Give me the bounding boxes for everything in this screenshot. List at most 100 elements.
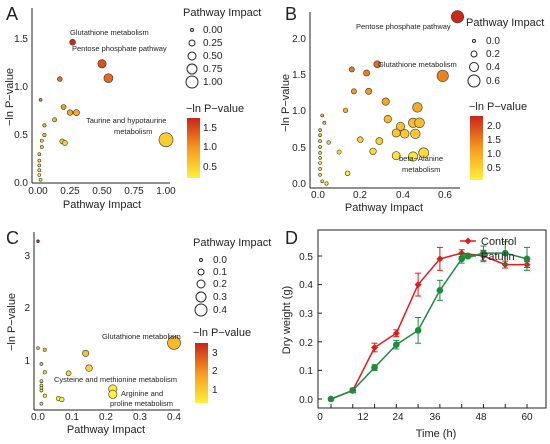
data-point: [344, 170, 351, 177]
x-ticks-b: 0.0 0.2 0.4 0.6: [311, 190, 452, 201]
size-legend-b: Pathway Impact 0.0 0.2 0.4 0.6: [466, 17, 544, 88]
x-tick-label: 0.50: [92, 186, 112, 197]
size-legend-label: 0.2: [213, 279, 227, 290]
data-point: [318, 167, 322, 171]
plot-area-a: 0.0 0.5 1.0 1.5 0.00 0.25 0.50 0.75 1.00…: [4, 8, 176, 211]
data-point: [167, 336, 181, 350]
colorbar-tick-label: 2.0: [487, 121, 501, 132]
y-tick-label: 0.5: [299, 252, 313, 263]
legend-circle: [467, 74, 481, 88]
legend-circle: [196, 279, 206, 289]
size-legend-label: 0.3: [213, 292, 227, 303]
size-legend-label: 0.0: [486, 36, 500, 47]
size-legend-title: Pathway Impact: [193, 237, 271, 249]
data-point: [501, 249, 509, 257]
data-point: [65, 370, 72, 377]
x-tick-label: 0.2: [99, 412, 113, 423]
x-tick-label: 0.25: [60, 186, 80, 197]
color-legend-title: −ln P−value: [186, 103, 244, 115]
data-point: [39, 145, 44, 149]
data-point: [523, 255, 531, 263]
size-legend-label: 0.2: [486, 49, 500, 60]
data-point: [39, 362, 44, 366]
x-axis-label: Time (h): [416, 428, 457, 440]
annotation: Arginine and: [121, 389, 163, 398]
data-point: [39, 388, 44, 393]
size-legend-label: 0.4: [213, 305, 227, 316]
data-point: [342, 107, 349, 113]
data-point: [38, 98, 43, 102]
data-point: [336, 149, 342, 155]
x-tick-label: 48: [475, 412, 487, 423]
data-point: [436, 287, 444, 294]
data-point: [480, 249, 487, 257]
legend-circle: [188, 39, 196, 47]
panel-d: D 0.0 0.1 0.2 0.3 0.4 0.5 0 12 24 36 48 …: [281, 228, 547, 440]
y-tick-label: 1.0: [14, 82, 28, 93]
data-point: [39, 401, 44, 406]
data-point: [59, 396, 65, 403]
legend-circle: [199, 258, 203, 262]
data-point: [39, 138, 44, 143]
panel-letter-a: A: [6, 4, 18, 24]
data-point: [371, 344, 379, 352]
y-tick-label: 0.5: [292, 143, 306, 154]
data-point: [52, 117, 57, 123]
panel-c: C 1 2 3 0.0 0.1 0.2 0.3 0.4 Pathway Impa…: [6, 228, 271, 436]
data-point: [60, 104, 67, 110]
data-point: [318, 128, 322, 132]
annotation: Pentose phosphate pathway: [72, 44, 167, 53]
colorbar-tick-label: 1.5: [487, 135, 501, 146]
data-point: [97, 59, 107, 69]
y-tick-label: 2: [24, 303, 30, 314]
data-point: [391, 128, 401, 138]
legend-circle: [197, 268, 205, 276]
data-point: [395, 121, 405, 131]
y-tick-label: 0.4: [299, 280, 313, 291]
data-point: [39, 379, 44, 384]
x-tick-label: 0.0: [311, 190, 325, 201]
y-tick-label: 3: [24, 251, 30, 262]
scatter-points-a: [37, 38, 174, 182]
size-legend-c: Pathway Impact 0.0 0.1 0.2 0.3 0.4: [193, 237, 271, 317]
color-legend-title: −ln P−value: [469, 101, 527, 113]
colorbar-tick-label: 1.0: [203, 142, 217, 153]
size-legend-label: 0.6: [486, 76, 500, 87]
data-point: [37, 168, 42, 172]
size-legend-label: 0.00: [203, 25, 223, 36]
colorbar: [187, 118, 200, 178]
x-axis-label: Pathway Impact: [67, 424, 145, 436]
colorbar-tick-label: 0.5: [203, 162, 217, 173]
y-ticks-d: 0.0 0.1 0.2 0.3 0.4 0.5: [299, 252, 313, 406]
data-point: [363, 69, 370, 77]
plot-area-d: 0.0 0.1 0.2 0.3 0.4 0.5 0 12 24 36 48 60…: [281, 229, 547, 440]
x-tick-label: 0.4: [396, 190, 410, 201]
data-point: [391, 151, 401, 161]
data-point: [450, 10, 464, 24]
size-legend-label: 0.4: [486, 62, 500, 73]
x-tick-label: 0.0: [31, 412, 45, 423]
y-tick-label: 2.0: [292, 34, 306, 45]
data-point: [393, 341, 400, 348]
data-point: [410, 128, 421, 139]
data-point: [365, 87, 373, 95]
data-point: [37, 158, 42, 163]
size-legend-label: 0.75: [203, 64, 223, 75]
data-point: [324, 181, 329, 186]
legend-label: Patulin: [481, 251, 515, 263]
y-tick-label: 0.0: [14, 178, 28, 189]
size-legend-label: 0.0: [213, 255, 227, 266]
colorbar-tick-label: 3: [212, 348, 218, 359]
legend-marker-patulin: [464, 252, 472, 260]
data-point: [103, 73, 114, 83]
series-line-control: [330, 252, 527, 400]
x-tick-label: 0.3: [133, 412, 147, 423]
annotation: Glutathione metabolism: [102, 332, 181, 341]
data-point: [392, 329, 400, 337]
size-legend-label: 0.1: [213, 267, 227, 278]
data-point: [158, 132, 174, 148]
data-point: [38, 178, 43, 182]
data-point: [318, 161, 322, 165]
x-tick-label: 12: [357, 412, 369, 423]
data-point: [37, 163, 42, 168]
